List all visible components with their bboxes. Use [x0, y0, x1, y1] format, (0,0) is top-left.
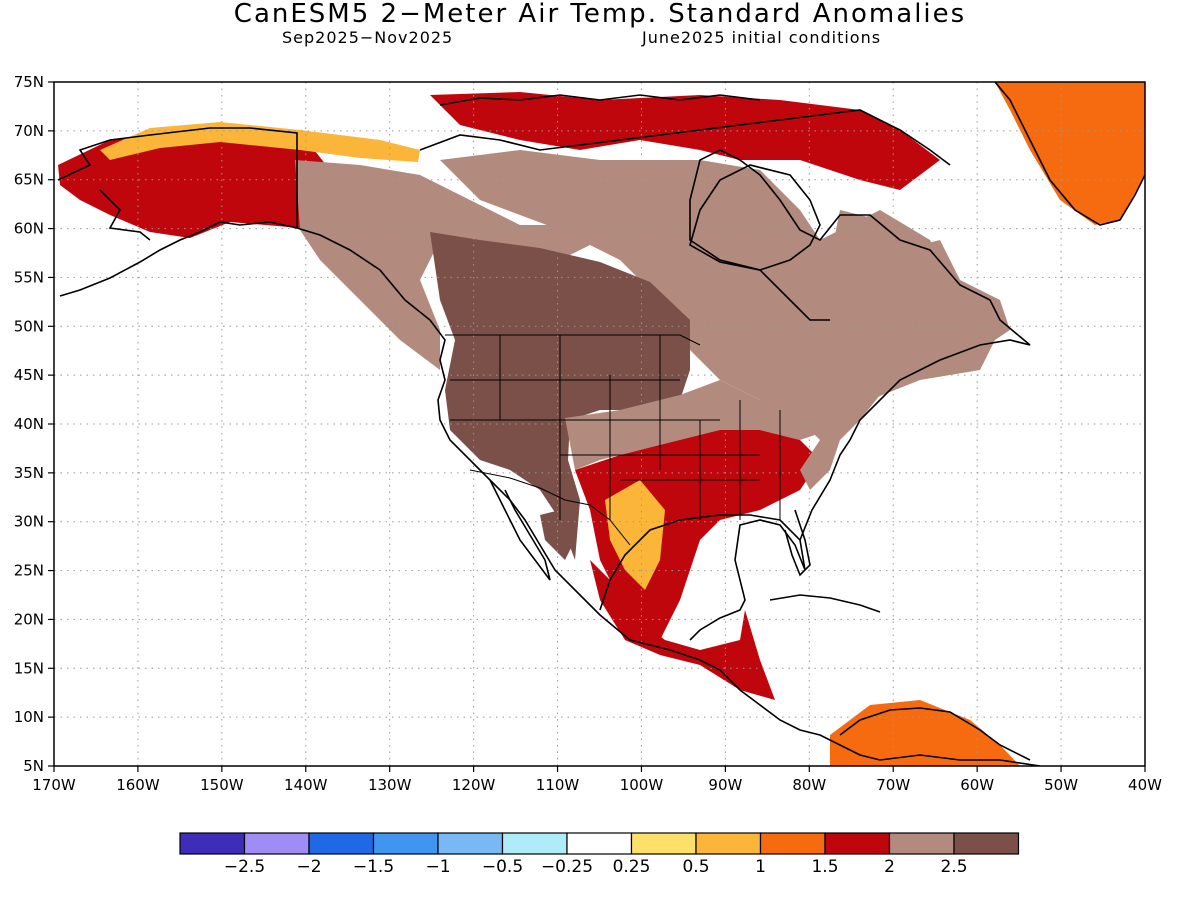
x-tick-label: 110W — [536, 776, 580, 794]
x-tick-label: 60W — [960, 776, 994, 794]
x-tick-label: 40W — [1128, 776, 1162, 794]
colorbar-label: −1 — [425, 857, 450, 877]
y-tick-label: 5N — [23, 757, 44, 775]
y-axis-ticks: 5N 10N 15N 20N 25N 30N 35N 40N 45N 50N 55N 60N 65N 70… — [14, 73, 54, 775]
colorbar-swatch — [630, 832, 697, 855]
x-tick-label: 120W — [452, 776, 496, 794]
colorbar-label: 1.5 — [811, 857, 838, 877]
coastline-cuba — [769, 594, 881, 613]
y-tick-label: 70N — [14, 122, 44, 140]
anomaly-fill-layer — [58, 82, 1145, 766]
x-tick-label: 150W — [200, 776, 244, 794]
colorbar-swatch — [695, 832, 762, 855]
colorbar-label: −2.5 — [224, 857, 265, 877]
colorbar-label: 1 — [755, 857, 766, 877]
x-tick-label: 100W — [620, 776, 664, 794]
y-tick-label: 10N — [14, 708, 44, 726]
colorbar-swatch — [566, 832, 633, 855]
y-tick-label: 35N — [14, 464, 44, 482]
anomaly-region-greenland-south — [995, 82, 1145, 225]
y-tick-label: 55N — [14, 268, 44, 286]
colorbar-label: −2 — [296, 857, 321, 877]
colorbar-label: 0.25 — [613, 857, 651, 877]
y-tick-label: 45N — [14, 366, 44, 384]
coastline-gulf-of-mexico — [599, 514, 806, 641]
colorbar-swatch — [888, 832, 955, 855]
colorbar-swatch — [179, 832, 246, 855]
anomaly-region-mexico-north — [540, 510, 575, 560]
y-tick-label: 50N — [14, 317, 44, 335]
colorbar-swatch — [437, 832, 504, 855]
anomaly-region-yukon-bc — [295, 160, 600, 370]
colorbar-label: −0.5 — [482, 857, 523, 877]
y-tick-label: 40N — [14, 415, 44, 433]
coastline-baja — [489, 479, 551, 581]
x-tick-label: 90W — [708, 776, 742, 794]
x-tick-label: 170W — [32, 776, 76, 794]
anomaly-region-venezuela — [830, 700, 1020, 766]
x-tick-label: 80W — [792, 776, 826, 794]
y-tick-label: 15N — [14, 659, 44, 677]
border-us-canada — [445, 334, 701, 346]
map-title: CanESM5 2−Meter Air Temp. Standard Anoma… — [233, 0, 967, 29]
colorbar: −2.5 −2 −1.5 −1 −0.5 −0.25 0.25 0.5 1 1.5 2 2.5 — [179, 832, 1020, 877]
colorbar-swatch — [759, 832, 826, 855]
coastline-pacific-nw — [296, 227, 1041, 766]
y-tick-label: 75N — [14, 73, 44, 91]
colorbar-label: 2.5 — [940, 857, 967, 877]
colorbar-swatch — [501, 832, 568, 855]
coastline-hudson-bay — [689, 164, 821, 271]
y-tick-label: 25N — [14, 562, 44, 580]
forecast-period: Sep2025−Nov2025 — [282, 28, 454, 47]
colorbar-swatch — [308, 832, 375, 855]
colorbar-swatch — [243, 832, 310, 855]
y-tick-label: 20N — [14, 610, 44, 628]
anomaly-region-us-east — [760, 380, 880, 490]
colorbar-swatch — [824, 832, 891, 855]
x-tick-label: 50W — [1044, 776, 1078, 794]
x-tick-label: 140W — [284, 776, 328, 794]
anomaly-region-canada-central — [440, 150, 1000, 410]
x-tick-label: 160W — [116, 776, 160, 794]
anomaly-region-us-great-plains — [565, 380, 830, 470]
coastline-greenland — [994, 82, 1145, 226]
coastlines — [57, 82, 1145, 766]
x-tick-label: 70W — [876, 776, 910, 794]
state-borders — [445, 334, 781, 546]
colorbar-label: −0.25 — [541, 857, 593, 877]
anomaly-region-mexico-gulf-coast — [590, 560, 775, 700]
anomaly-region-texas-core — [605, 480, 665, 590]
coastline-arctic — [419, 94, 951, 166]
coastline-florida — [784, 509, 811, 577]
colorbar-swatch — [372, 832, 439, 855]
x-axis-ticks: 170W 160W 150W 140W 130W 120W 110W 100W 90W 80W 70… — [32, 766, 1162, 794]
x-tick-label: 130W — [368, 776, 412, 794]
colorbar-swatch — [953, 832, 1020, 855]
border-states-grid — [450, 335, 781, 520]
coastline-atlantic-east — [689, 149, 1031, 541]
y-tick-label: 65N — [14, 171, 44, 189]
y-tick-label: 30N — [14, 513, 44, 531]
colorbar-label: −1.5 — [353, 857, 394, 877]
initial-conditions: June2025 initial conditions — [642, 28, 882, 47]
colorbar-label: 2 — [884, 857, 895, 877]
y-tick-label: 60N — [14, 220, 44, 238]
coastline-alaska — [57, 127, 298, 297]
anomaly-region-quebec-labrador — [830, 210, 1010, 370]
coastline-south-america — [839, 707, 1031, 761]
colorbar-label: 0.5 — [682, 857, 709, 877]
